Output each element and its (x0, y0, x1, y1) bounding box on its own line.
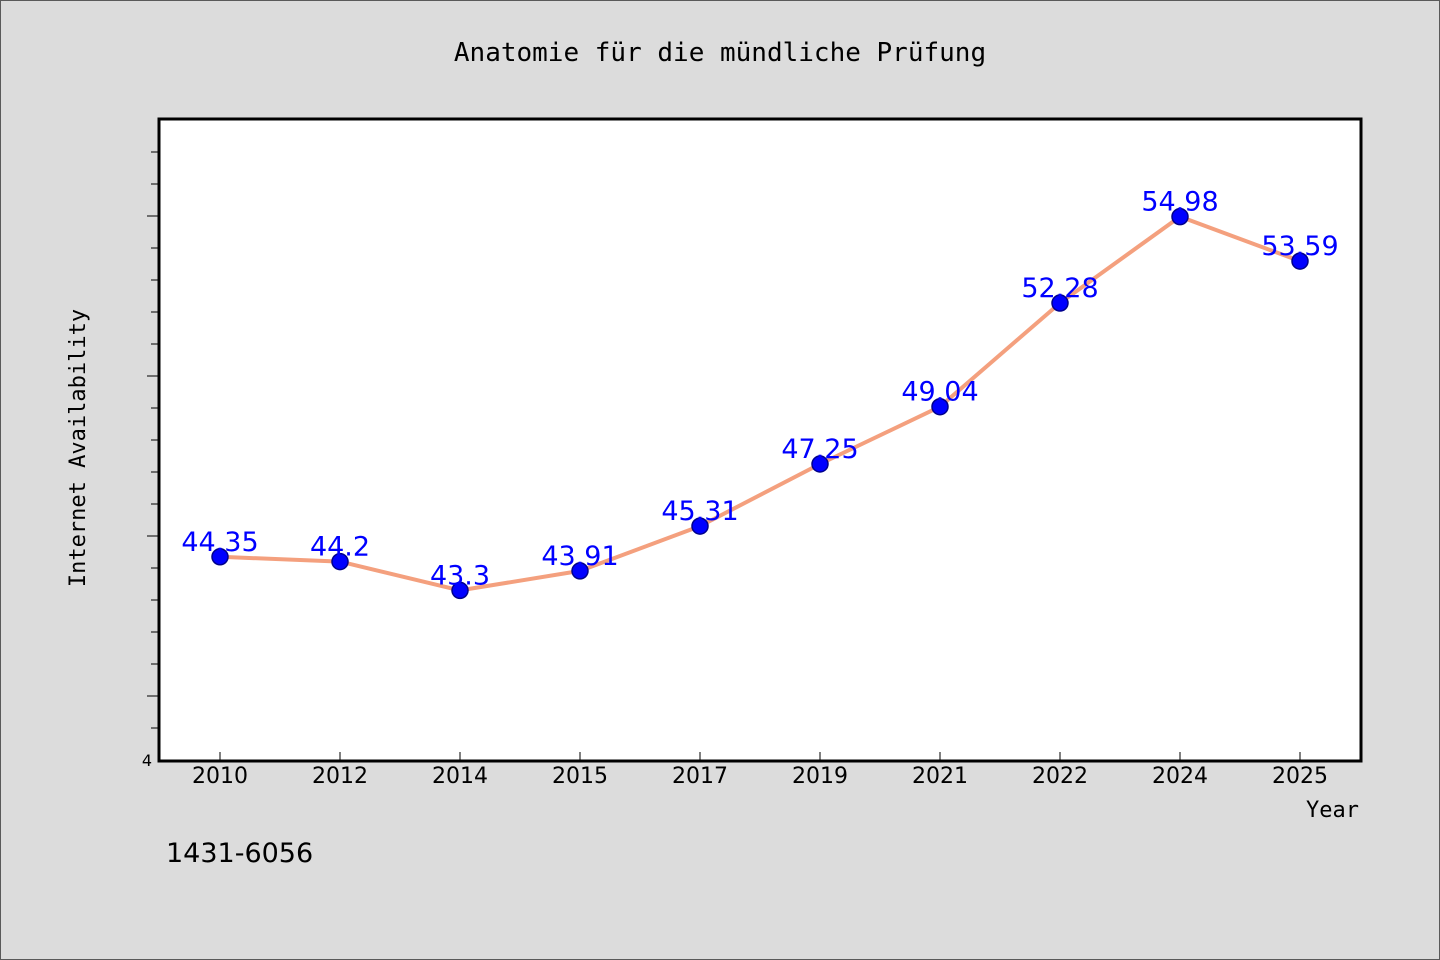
x-tick-label: 2017 (672, 764, 728, 789)
x-tick-label: 2021 (912, 764, 968, 789)
x-tick-label: 2019 (792, 764, 848, 789)
y-axis-ticks (147, 151, 159, 729)
data-label: 49.04 (901, 377, 978, 408)
x-axis-label: Year (1306, 798, 1359, 823)
data-markers (211, 207, 1309, 600)
chart-title: Anatomie für die mündliche Prüfung (454, 38, 986, 68)
data-label: 45.31 (661, 496, 738, 527)
data-label: 44.2 (310, 532, 370, 563)
x-tick-label: 2015 (552, 764, 608, 789)
data-point (691, 517, 709, 535)
plot-area (157, 117, 1363, 763)
x-tick-label: 2012 (312, 764, 368, 789)
x-tick-label: 2022 (1032, 764, 1088, 789)
y-axis-label: Internet Availability (66, 309, 91, 587)
footer-code: 1431-6056 (166, 838, 313, 869)
data-point (811, 455, 829, 473)
data-label: 43.3 (430, 560, 490, 591)
y-tick-label: 4 (142, 751, 152, 770)
data-point (211, 548, 229, 566)
x-axis-ticks (219, 752, 1301, 760)
x-tick-label: 2014 (432, 764, 488, 789)
data-point (1171, 207, 1189, 226)
data-point (451, 581, 469, 600)
data-point (1291, 252, 1309, 270)
x-tick-labels: 2010 2012 2014 2015 2017 2019 2021 2022 2024 2025 (192, 764, 1328, 789)
data-label: 47.25 (781, 434, 858, 465)
data-label: 52.28 (1021, 273, 1098, 304)
data-point (331, 552, 349, 571)
data-label: 44.35 (181, 527, 258, 558)
data-labels: 44.35 44.2 43.3 43.91 45.31 47.25 49.04 52.28 54… (181, 187, 1338, 592)
series-line (218, 214, 1302, 593)
x-tick-label: 2025 (1272, 764, 1328, 789)
x-tick-label: 2024 (1152, 764, 1208, 789)
data-point (1051, 294, 1069, 312)
x-tick-label: 2010 (192, 764, 248, 789)
data-point (931, 397, 949, 416)
data-label: 54.98 (1141, 187, 1218, 218)
data-point (571, 562, 589, 580)
data-label: 53.59 (1261, 231, 1338, 262)
data-label: 43.91 (541, 541, 618, 572)
